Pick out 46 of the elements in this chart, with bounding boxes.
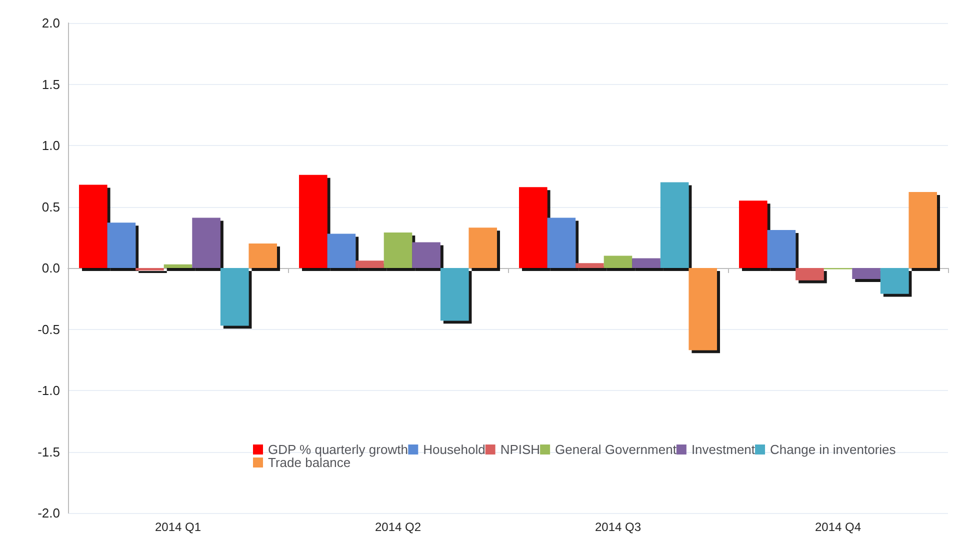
y-tick-label: -1.5: [38, 444, 60, 460]
bar: [632, 258, 660, 268]
bar: [796, 268, 824, 280]
bar: [576, 263, 604, 268]
bar: [519, 187, 548, 268]
y-tick-label: 0.5: [42, 199, 60, 214]
bar: [412, 242, 440, 268]
bar: [547, 218, 576, 268]
y-tick-label: -1.0: [38, 383, 60, 398]
bar: [79, 184, 108, 268]
bar: [688, 268, 717, 350]
bar: [440, 268, 469, 321]
legend-label: Investment: [691, 442, 756, 457]
bar: [327, 234, 356, 268]
y-tick-label: 1.0: [42, 138, 60, 153]
bar: [164, 264, 192, 268]
bar: [107, 222, 136, 268]
legend-label: Change in inventories: [770, 442, 896, 457]
y-tick-label: 2.0: [42, 16, 60, 30]
bar: [908, 192, 937, 268]
y-tick-label: -2.0: [38, 506, 60, 520]
bar: [767, 230, 796, 268]
y-tick-label: 0.0: [42, 260, 60, 276]
legend-label: Household: [423, 442, 486, 457]
legend-label: GDP % quarterly growth: [268, 442, 408, 457]
bar: [220, 268, 249, 326]
bar: [248, 244, 277, 268]
y-tick-label: -0.5: [38, 322, 60, 337]
bar: [604, 256, 632, 268]
x-tick-label: 2014 Q3: [594, 520, 642, 534]
bar: [660, 182, 689, 268]
bar: [384, 232, 412, 268]
bar: [739, 200, 768, 268]
x-tick-label: 2014 Q2: [374, 520, 422, 534]
bar: [880, 268, 909, 294]
legend-label: Trade balance: [268, 455, 351, 470]
bar: [852, 268, 880, 280]
bar: [192, 218, 220, 268]
y-tick-label: 1.5: [42, 76, 60, 92]
legend-label: General Government: [555, 442, 677, 457]
bar: [299, 174, 328, 268]
bar: [468, 228, 497, 268]
x-tick-label: 2014 Q1: [154, 520, 202, 534]
bar: [356, 260, 384, 268]
x-tick-label: 2014 Q4: [814, 520, 862, 534]
legend-label: NPISH: [500, 442, 540, 457]
